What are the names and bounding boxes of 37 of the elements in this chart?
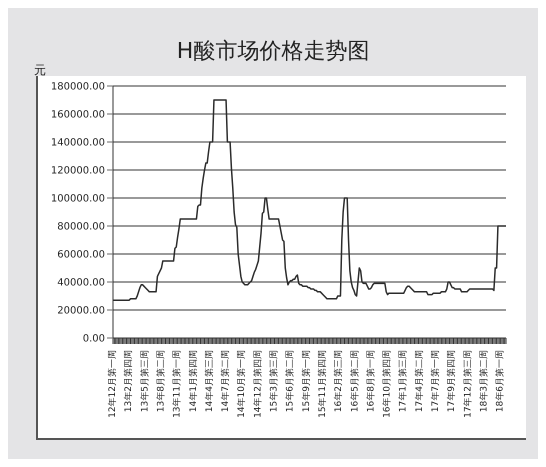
chart-title: H酸市场价格走势图 (176, 39, 370, 64)
x-tick-label: 17年1月第三周 (398, 350, 409, 412)
y-tick-label: 20000.00 (57, 306, 105, 317)
x-tick-label: 14年10月第一周 (236, 350, 248, 418)
x-tick-label: 17年4月第二周 (414, 350, 425, 412)
x-tick-label: 16年5月第二周 (349, 350, 360, 412)
y-tick-label: 0.00 (82, 334, 105, 345)
x-tick-label: 13年8月第二周 (155, 350, 166, 412)
x-tick-label: 16年8月第一周 (365, 350, 376, 412)
x-tick-label: 16年2月第三周 (333, 350, 344, 412)
x-tick-label: 14年12月第四周 (252, 350, 264, 418)
x-tick-label: 15年9月第一周 (300, 350, 312, 412)
x-tick-label: 16年10月第四周 (382, 350, 393, 418)
x-tick-label: 12年12月第一周 (107, 350, 118, 418)
y-axis-title: 元 (34, 62, 46, 79)
y-tick-label: 100000.00 (50, 194, 105, 205)
x-tick-label: 15年6月第二周 (284, 350, 296, 412)
x-tick-label: 14年7月第二周 (220, 350, 232, 412)
y-tick-label: 160000.00 (50, 110, 105, 121)
x-tick-label: 14年1月第四周 (188, 350, 199, 412)
x-tick-label: 14年4月第三周 (204, 350, 215, 412)
y-tick-label: 180000.00 (50, 82, 105, 93)
x-tick-label: 17年12月第三周 (462, 350, 474, 418)
x-tick-label: 13年5月第三周 (139, 350, 150, 412)
x-tick-label: 18年6月第一周 (494, 350, 506, 412)
y-tick-label: 40000.00 (57, 278, 105, 289)
x-tick-label: 13年2月第四周 (123, 350, 134, 412)
y-tick-label: 140000.00 (50, 138, 105, 149)
y-tick-label: 80000.00 (57, 222, 105, 233)
x-tick-label: 15年11月第四周 (316, 350, 328, 418)
x-tick-label: 17年7月第一周 (430, 350, 442, 412)
x-tick-label: 13年11月第一周 (172, 350, 183, 418)
y-tick-label: 120000.00 (50, 166, 105, 177)
x-tick-label: 17年9月第四周 (446, 350, 458, 412)
x-tick-label: 15年3月第三周 (268, 350, 280, 412)
x-tick-label: 18年3月第二周 (478, 350, 490, 412)
y-tick-label: 60000.00 (57, 250, 105, 261)
